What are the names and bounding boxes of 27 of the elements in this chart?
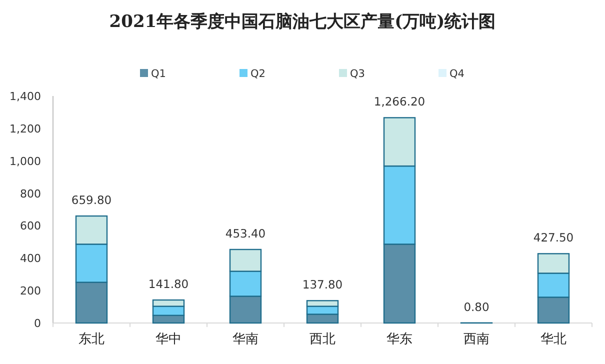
x-tick-label: 华南 (232, 332, 258, 347)
legend-label: Q1 (151, 68, 166, 80)
y-tick-label: 200 (20, 284, 41, 298)
total-label: 427.50 (533, 230, 574, 245)
y-tick-label: 800 (20, 187, 41, 200)
total-label: 141.80 (148, 277, 189, 292)
legend-label: Q4 (450, 68, 465, 80)
total-label: 659.80 (71, 193, 112, 208)
total-label: 137.80 (302, 278, 343, 292)
y-tick-label: 600 (20, 220, 41, 233)
x-tick-label: 西南 (464, 332, 490, 347)
x-tick-label: 华中 (156, 332, 182, 347)
x-tick-label: 华东 (386, 332, 412, 347)
total-label: 1,266.20 (374, 94, 426, 109)
y-tick-label: 1,000 (10, 154, 41, 168)
total-label: 0.80 (464, 300, 490, 314)
x-tick-label: 西北 (310, 332, 336, 347)
legend-label: Q3 (350, 68, 365, 80)
total-label: 453.40 (225, 226, 266, 240)
legend-label: Q2 (250, 68, 266, 80)
x-tick-label: 华北 (540, 332, 566, 347)
y-tick-label: 1,400 (10, 90, 41, 103)
y-tick-label: 400 (20, 252, 41, 266)
y-tick-label: 0 (34, 317, 41, 330)
y-tick-label: 1,200 (10, 122, 41, 136)
chart-title: 2021年各季度中国石脑油七大区产量(万吨)统计图 (109, 12, 496, 32)
x-tick-label: 东北 (78, 332, 104, 347)
